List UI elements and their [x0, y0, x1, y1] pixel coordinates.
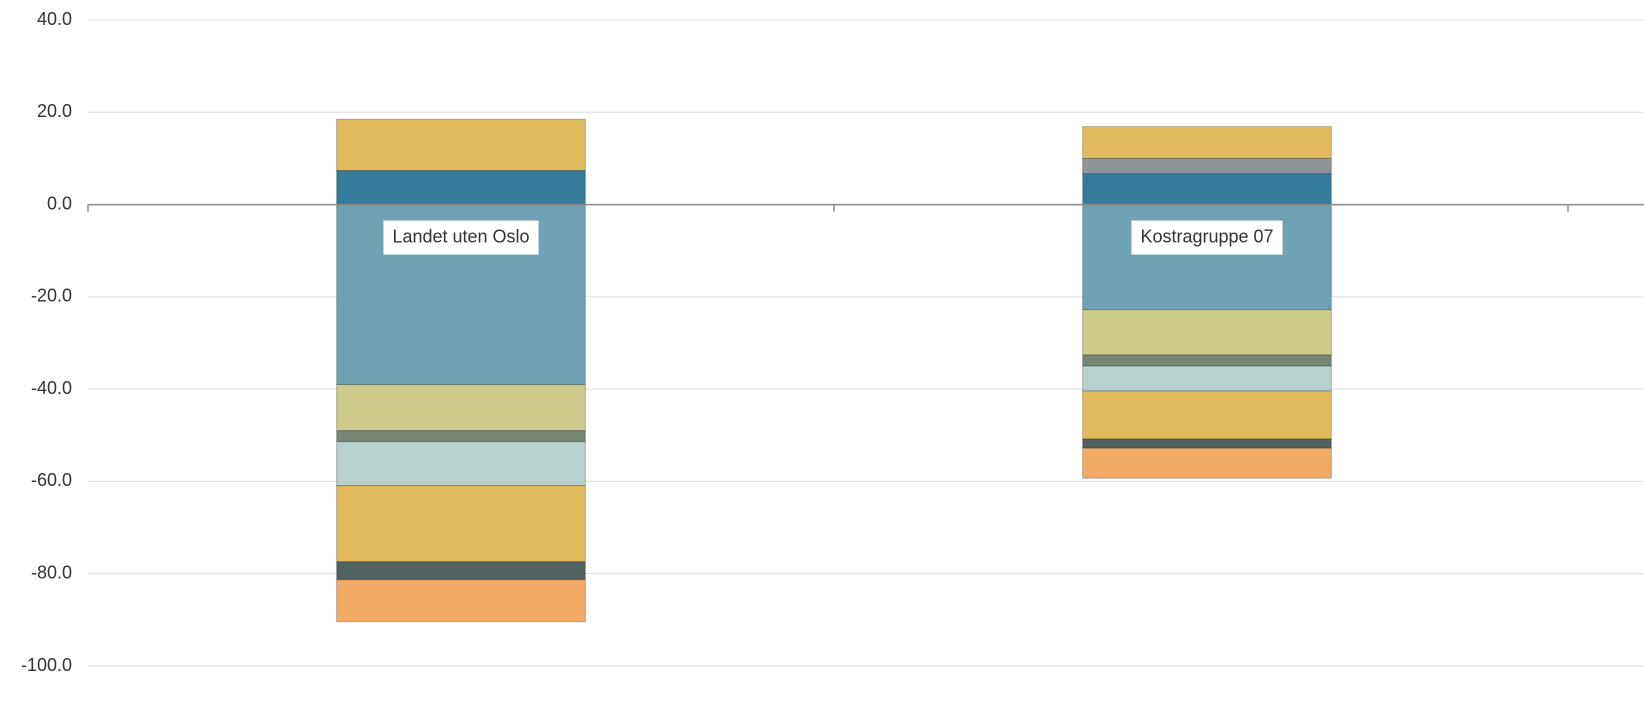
y-tick-label: 0.0 [47, 193, 72, 213]
y-tick-label: -80.0 [31, 562, 72, 582]
bar-segment [1082, 157, 1332, 175]
bar-segment [1082, 390, 1332, 440]
bar-segment [336, 485, 586, 563]
y-tick-label: -20.0 [31, 286, 72, 306]
bar-segment [1082, 447, 1332, 479]
bar-segment [1082, 309, 1332, 356]
y-tick-label: 40.0 [37, 9, 72, 29]
y-tick-label: -60.0 [31, 470, 72, 490]
bar-segment [1082, 354, 1332, 367]
category-label: Kostragruppe 07 [1140, 226, 1273, 246]
bar-segment [336, 441, 586, 487]
bar-segment [336, 579, 586, 623]
y-tick-label: 20.0 [37, 101, 72, 121]
bar-segment [1082, 204, 1332, 311]
y-tick-label: -100.0 [21, 655, 72, 675]
category-label-box [1131, 220, 1283, 255]
bar-segment [1082, 438, 1332, 449]
category-label: Landet uten Oslo [392, 226, 529, 246]
y-tick-label: -40.0 [31, 378, 72, 398]
bar-segment [336, 118, 586, 171]
bar-segment [1082, 126, 1332, 159]
bar-segment [336, 561, 586, 581]
bar-segment [336, 384, 586, 432]
bar-segment [336, 430, 586, 443]
bar-segment [336, 169, 586, 206]
bar-segment [1082, 365, 1332, 392]
bar-segment [1082, 173, 1332, 206]
category-label-box [383, 220, 539, 255]
